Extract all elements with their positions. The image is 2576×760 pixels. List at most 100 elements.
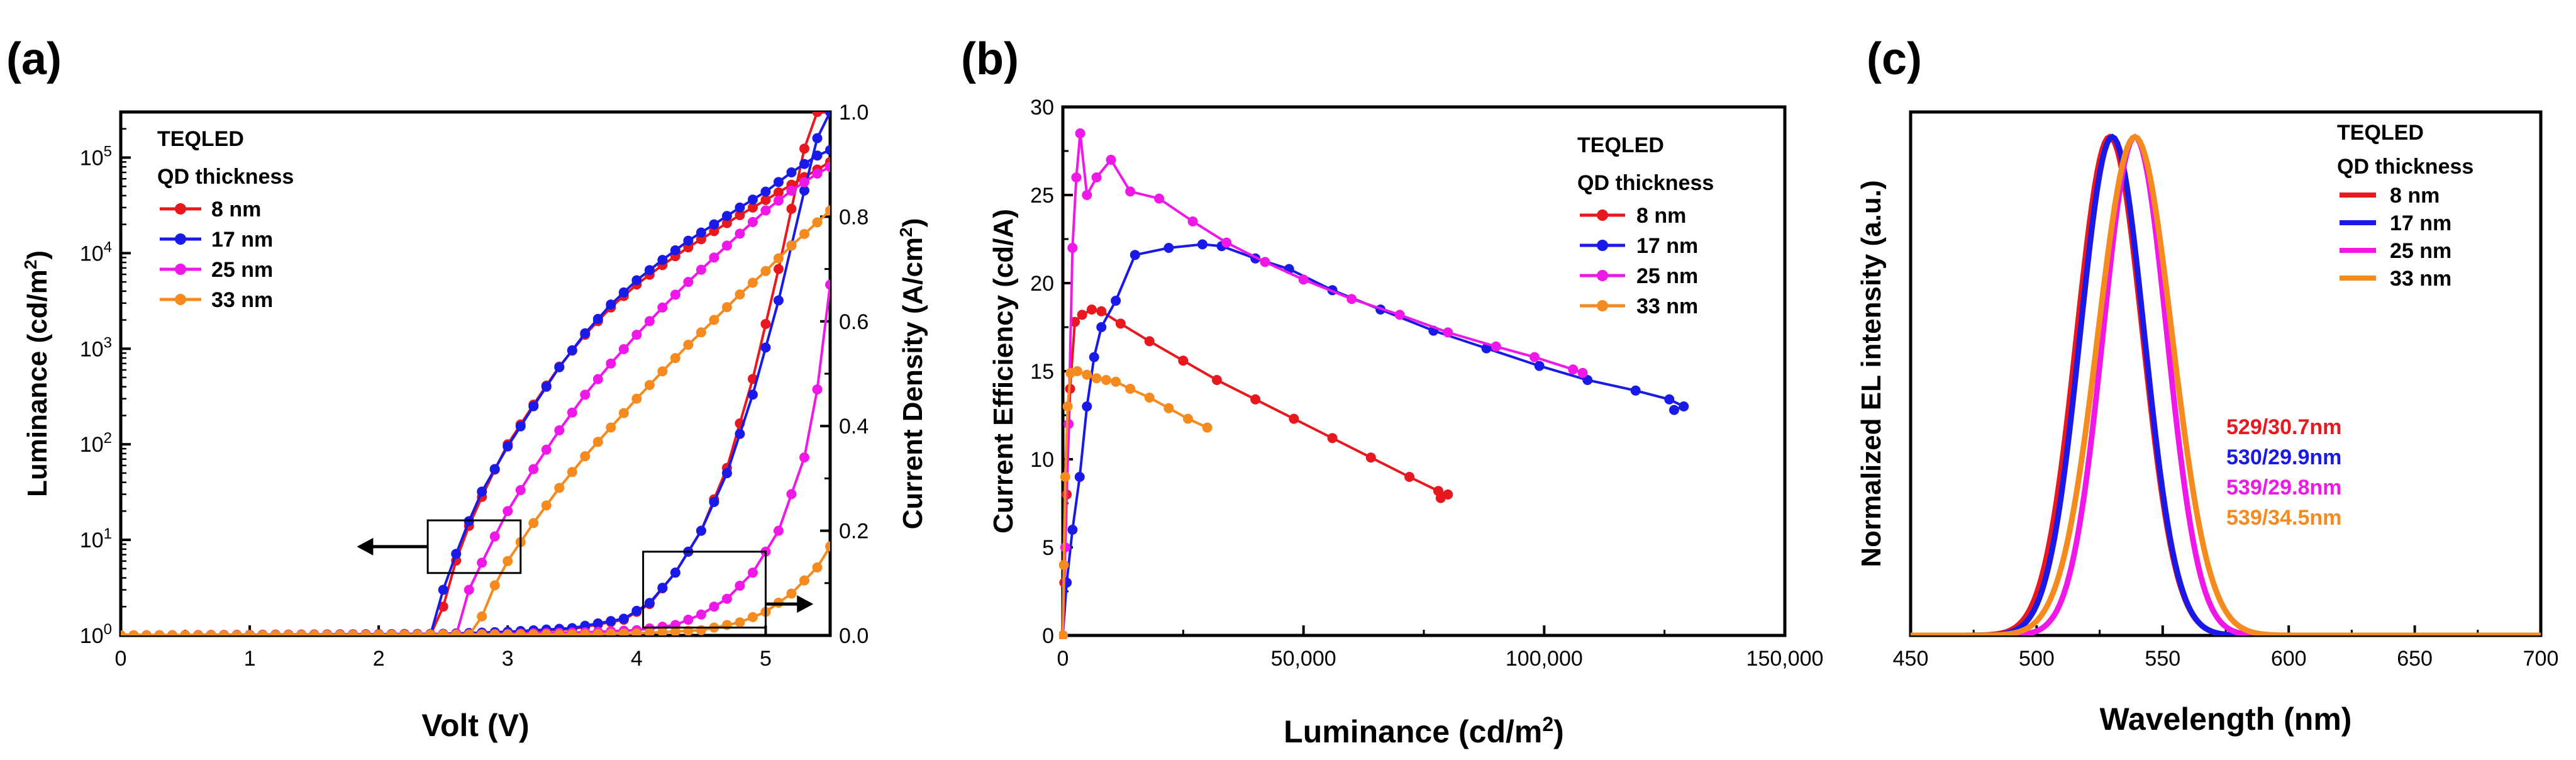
luminance-marker-a: [606, 422, 616, 433]
panel-b: (b) 0 50,000 100,000 150,000 0 5 10 15 20 25 30 Lumi…: [961, 34, 1823, 749]
y-tick-label-right-a: 0.6: [839, 310, 869, 334]
efficiency-marker-b: [1091, 373, 1102, 384]
current-marker-a: [374, 630, 384, 635]
current-marker-a: [709, 496, 719, 507]
luminance-marker-a: [644, 265, 655, 276]
efficiency-marker-b: [1327, 433, 1338, 444]
current-marker-a: [747, 567, 758, 578]
luminance-marker-a: [580, 389, 591, 400]
current-marker-a: [812, 384, 823, 394]
current-marker-a: [825, 112, 830, 117]
legend-label-a: 33 nm: [211, 288, 273, 312]
efficiency-marker-b: [1481, 343, 1492, 354]
plot-area-b: [1059, 128, 1689, 639]
luminance-marker-a: [773, 253, 784, 264]
y-tick-label-right-a: 0.0: [839, 624, 869, 648]
y-tick-base-a: 10: [80, 242, 104, 265]
luminance-marker-a: [657, 302, 668, 313]
current-marker-a: [580, 629, 591, 635]
efficiency-line-b: [1062, 133, 1584, 636]
luminance-marker-a: [683, 339, 694, 350]
y-tick-label-b: 30: [1030, 96, 1054, 120]
y-tick-label-b: 5: [1042, 536, 1054, 560]
luminance-marker-a: [709, 315, 719, 325]
y-tick-label-left-a: 105: [80, 143, 112, 170]
y-tick-exp-a: 4: [104, 238, 112, 255]
current-marker-a: [296, 630, 307, 635]
current-marker-a: [554, 629, 565, 635]
efficiency-marker-b: [1154, 193, 1165, 204]
luminance-marker-a: [786, 240, 797, 251]
current-marker-a: [606, 629, 616, 635]
series-b-2: [1059, 128, 1588, 639]
legend-label-a: 8 nm: [211, 198, 261, 221]
current-marker-a: [399, 629, 410, 635]
luminance-marker-a: [464, 584, 474, 595]
y-tick-label-b: 25: [1030, 184, 1054, 208]
current-marker-a: [657, 583, 668, 593]
panel-label-a: (a): [6, 34, 62, 84]
luminance-marker-a: [618, 408, 629, 418]
y-axis-label-right-tail: ): [897, 218, 928, 228]
peak-fwhm-annotation-c: 539/34.5nm: [2226, 506, 2341, 530]
legend-marker-a: [175, 264, 186, 275]
efficiency-marker-b: [1187, 216, 1198, 226]
luminance-marker-a: [592, 437, 603, 447]
peak-fwhm-annotation-c: 529/30.7nm: [2226, 415, 2341, 439]
efficiency-marker-b: [1067, 243, 1078, 253]
efficiency-line-b: [1062, 243, 1687, 636]
x-tick-label-b: 100,000: [1506, 647, 1583, 671]
x-tick-label-a: 2: [373, 647, 385, 671]
x-tick-label-a: 5: [760, 647, 772, 671]
luminance-marker-a: [683, 277, 694, 288]
efficiency-marker-b: [1059, 630, 1068, 639]
y-tick-label-b: 10: [1030, 448, 1054, 472]
y-tick-label-right-a: 0.2: [839, 520, 869, 544]
y-axis-label-c: Normalized EL intensity (a.u.): [1856, 180, 1887, 567]
peak-fwhm-annotation-c: 530/29.9nm: [2226, 445, 2341, 469]
luminance-marker-a: [799, 228, 809, 239]
y-axis-label-left-a: Luminance (cd/m2): [21, 250, 53, 497]
efficiency-marker-b: [1075, 128, 1085, 138]
current-marker-a: [193, 630, 204, 635]
current-marker-a: [735, 617, 745, 628]
current-marker-a: [412, 629, 423, 635]
spectrum-line-c-3: [1911, 133, 2541, 635]
efficiency-marker-b: [1072, 366, 1082, 376]
legend-label-c: 17 nm: [2390, 211, 2451, 235]
current-marker-a: [799, 452, 809, 463]
legend-marker-b: [1597, 300, 1608, 311]
x-axis-label-b-tail: ): [1553, 714, 1564, 749]
luminance-marker-a: [773, 187, 784, 198]
efficiency-marker-b: [1178, 355, 1189, 366]
current-marker-a: [360, 630, 371, 635]
efficiency-marker-b: [1298, 274, 1309, 285]
y-tick-exp-a: 5: [104, 143, 112, 160]
y-tick-exp-a: 1: [104, 525, 112, 542]
current-marker-a: [451, 629, 462, 635]
current-marker-a: [644, 598, 655, 608]
luminance-marker-a: [760, 265, 771, 276]
y-tick-label-b: 0: [1042, 624, 1054, 648]
luminance-marker-a: [670, 245, 680, 255]
luminance-marker-a: [438, 601, 448, 612]
luminance-marker-a: [721, 302, 732, 313]
luminance-marker-a: [528, 464, 539, 474]
y-tick-base-a: 10: [80, 433, 104, 457]
efficiency-marker-b: [1082, 401, 1092, 411]
current-marker-a: [618, 613, 629, 624]
current-marker-a: [735, 580, 745, 591]
efficiency-marker-b: [1289, 413, 1299, 424]
luminance-marker-a: [502, 506, 513, 517]
efficiency-marker-b: [1260, 257, 1270, 267]
current-marker-a: [464, 629, 474, 635]
y-axis-label-left-text: Luminance (cd/m: [22, 269, 53, 497]
efficiency-marker-b: [1125, 186, 1136, 197]
luminance-marker-a: [502, 556, 513, 566]
luminance-marker-a: [657, 366, 668, 377]
luminance-marker-a: [567, 345, 577, 355]
x-tick-label-c: 650: [2397, 647, 2433, 671]
luminance-marker-a: [618, 344, 629, 354]
luminance-marker-a: [541, 381, 552, 392]
efficiency-marker-b: [1106, 155, 1116, 165]
